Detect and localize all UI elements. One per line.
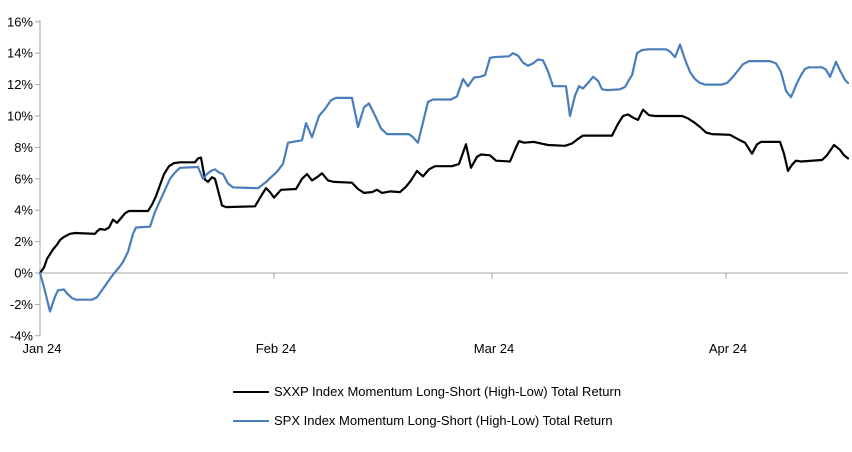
y-axis-tick-label: 0%	[14, 266, 33, 281]
spx-legend-label: SPX Index Momentum Long-Short (High-Low)…	[274, 413, 613, 428]
y-axis-tick-label: 6%	[14, 171, 33, 186]
y-axis-tick-label: 4%	[14, 203, 33, 218]
spx-series-line	[38, 43, 850, 313]
x-axis-tick-label: Apr 24	[709, 341, 747, 356]
y-axis-tick-label: 10%	[7, 109, 33, 124]
y-axis-tick-label: 8%	[14, 140, 33, 155]
x-axis-tick-label: Mar 24	[474, 341, 514, 356]
x-axis-tick-label: Feb 24	[256, 341, 296, 356]
y-axis-tick-label: 14%	[7, 46, 33, 61]
y-axis-tick-label: -2%	[10, 297, 34, 312]
legend-row-sxxp: SXXP Index Momentum Long-Short (High-Low…	[233, 384, 621, 400]
y-axis-tick-label: 2%	[14, 234, 33, 249]
y-axis-tick-label: -4%	[10, 328, 34, 343]
sxxp-series-line	[38, 108, 850, 275]
y-axis-tick-label: 12%	[7, 77, 33, 92]
spx-legend-line-swatch	[233, 420, 269, 422]
legend-row-spx: SPX Index Momentum Long-Short (High-Low)…	[233, 413, 613, 429]
sxxp-legend-label: SXXP Index Momentum Long-Short (High-Low…	[274, 384, 622, 399]
x-axis-tick-label: Jan 24	[22, 341, 61, 356]
sxxp-legend-line-swatch	[233, 391, 269, 393]
y-axis-tick-label: 16%	[7, 14, 33, 29]
